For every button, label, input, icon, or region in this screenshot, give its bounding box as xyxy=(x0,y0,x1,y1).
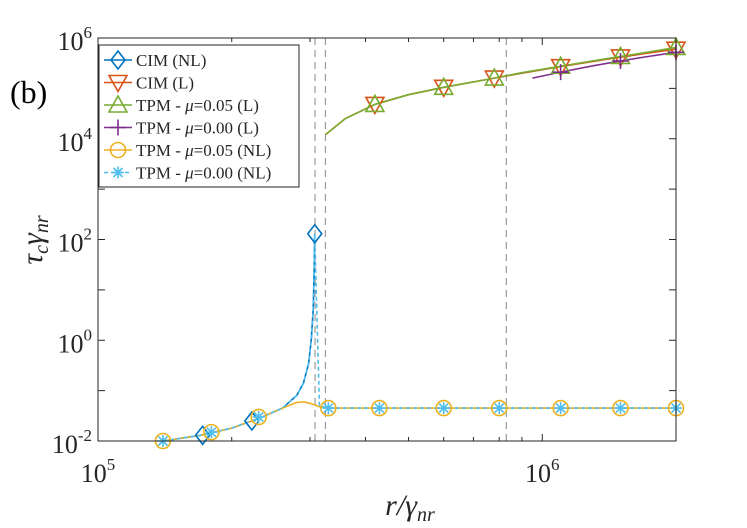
y-tick-label: 106 xyxy=(58,23,93,56)
data-point-diamond xyxy=(109,49,127,71)
legend-entry: TPM - μ=0.00 (L) xyxy=(136,119,259,138)
data-point-plus xyxy=(110,119,126,136)
data-point-circle xyxy=(203,423,220,441)
legend-entry: TPM - μ=0.05 (L) xyxy=(136,96,259,115)
data-point-diamond xyxy=(306,223,323,245)
vertical-dashed-lines xyxy=(314,38,507,441)
data-point-asterisk xyxy=(493,402,506,415)
data-point-asterisk xyxy=(373,402,386,415)
data-point-triangle-down xyxy=(610,49,631,68)
data-point-triangle-up xyxy=(433,76,455,96)
y-axis-label: τcγnr xyxy=(16,215,53,264)
data-point-circle xyxy=(320,399,337,417)
data-point-asterisk xyxy=(205,426,218,439)
x-tick-label: 105 xyxy=(81,455,116,488)
data-point-circle xyxy=(109,141,127,159)
x-tick-labels: 105 106 xyxy=(81,455,560,488)
data-point-circle xyxy=(250,408,268,426)
y-tick-label: 104 xyxy=(58,124,93,157)
data-point-circle xyxy=(371,399,388,417)
data-point-asterisk xyxy=(112,166,124,179)
y-tick-label: 10-2 xyxy=(52,426,92,459)
legend: CIM (NL) CIM (L) TPM - μ=0.05 (L) TPM - μ=0… xyxy=(98,44,300,188)
legend-entry: CIM (NL) xyxy=(136,51,206,70)
data-point-circle xyxy=(552,399,569,417)
panel-label: (b) xyxy=(10,74,47,110)
data-point-triangle-down xyxy=(433,79,455,98)
legend-entry: TPM - μ=0.00 (NL) xyxy=(136,164,271,183)
y-tick-labels: 10-2 100 102 104 106 xyxy=(52,23,93,459)
data-point-asterisk xyxy=(437,402,450,415)
legend-entry: TPM - μ=0.05 (NL) xyxy=(136,141,271,160)
data-point-triangle-up xyxy=(107,94,129,113)
series-line xyxy=(162,233,316,442)
data-point-triangle-down xyxy=(483,70,505,89)
data-point-asterisk xyxy=(614,402,627,415)
y-tick-label: 102 xyxy=(58,225,93,258)
data-point-triangle-down xyxy=(364,96,386,116)
x-tick-label: 106 xyxy=(525,455,560,488)
axis-ticks xyxy=(97,37,677,442)
data-point-asterisk xyxy=(554,402,567,415)
x-axis-label: r/γnr xyxy=(385,489,435,526)
y-tick-label: 100 xyxy=(58,325,93,358)
data-point-plus xyxy=(552,64,569,81)
data-point-triangle-up xyxy=(483,67,505,86)
data-point-plus xyxy=(612,52,629,69)
data-point-diamond xyxy=(243,410,260,432)
series-line xyxy=(324,46,677,136)
data-point-asterisk xyxy=(252,410,265,423)
data-point-circle xyxy=(435,399,453,417)
data-point-triangle-up xyxy=(364,93,386,113)
data-point-asterisk xyxy=(322,402,335,415)
series-line xyxy=(162,233,676,442)
legend-entry: CIM (L) xyxy=(136,74,194,93)
data-point-triangle-down xyxy=(550,58,572,78)
legend-box xyxy=(98,44,300,188)
data-point-circle xyxy=(612,399,629,417)
data-point-triangle-down xyxy=(107,74,129,94)
data-point-circle xyxy=(490,399,508,417)
